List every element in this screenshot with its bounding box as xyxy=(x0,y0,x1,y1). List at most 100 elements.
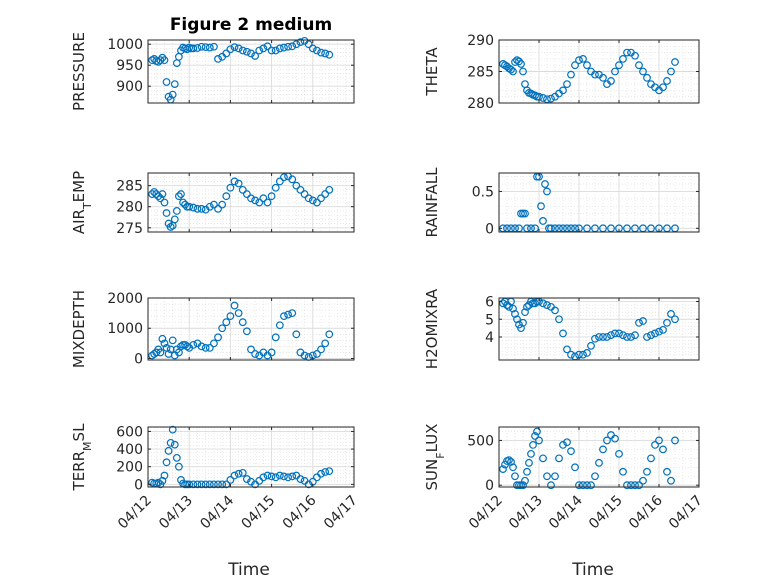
plot-area xyxy=(148,298,354,360)
data-point xyxy=(162,458,171,467)
data-point xyxy=(631,331,639,340)
data-point xyxy=(667,476,675,485)
data-point xyxy=(263,471,272,480)
data-point xyxy=(595,458,603,467)
y-tick-label: 500 xyxy=(467,433,494,449)
data-point xyxy=(313,350,321,358)
data-point xyxy=(172,453,181,462)
data-point xyxy=(619,467,627,476)
data-point xyxy=(595,333,603,341)
data-point xyxy=(218,200,227,209)
data-point xyxy=(321,190,330,198)
plot-area xyxy=(499,173,699,232)
data-point xyxy=(201,344,210,352)
data-point xyxy=(507,65,515,74)
data-point xyxy=(226,45,235,54)
data-point xyxy=(166,438,175,447)
data-point xyxy=(325,185,334,194)
data-point xyxy=(551,472,559,481)
data-point xyxy=(296,38,305,46)
x-tick-label: 04/15 xyxy=(586,493,626,533)
data-point xyxy=(591,70,599,79)
data-point xyxy=(647,454,655,463)
subplot-8: 04/12 04/13 04/14 04/15 04/16 04/17 0 500 SUNFLU… xyxy=(423,424,706,580)
data-point xyxy=(280,472,288,481)
y-tick-label: 4 xyxy=(485,330,494,346)
data-point xyxy=(150,188,159,196)
data-point xyxy=(214,480,222,489)
data-point xyxy=(296,475,305,483)
data-point xyxy=(547,481,555,490)
data-point xyxy=(308,44,317,53)
data-point xyxy=(639,67,647,76)
data-point xyxy=(583,61,591,70)
data-point xyxy=(304,40,313,49)
data-point xyxy=(210,200,218,209)
data-point xyxy=(647,331,655,340)
data-point xyxy=(292,330,301,339)
data-point xyxy=(533,427,541,436)
y-axis-label: MIXDEPTH xyxy=(70,290,88,368)
data-point xyxy=(170,80,179,88)
data-point xyxy=(521,308,529,317)
y-tick-label: 280 xyxy=(467,96,494,112)
data-point xyxy=(275,321,284,330)
subplot-5: 0 1000 2000 MIXDEPTH xyxy=(70,290,355,368)
data-point xyxy=(230,471,239,480)
data-point xyxy=(543,187,551,196)
x-tick-label: 04/14 xyxy=(546,492,586,532)
x-axis-label: Time xyxy=(227,560,270,580)
data-point xyxy=(284,42,292,51)
data-point xyxy=(499,465,507,473)
data-point xyxy=(543,472,551,481)
data-point xyxy=(251,196,260,205)
data-point xyxy=(511,310,519,318)
data-point xyxy=(615,61,623,70)
data-point xyxy=(181,200,189,209)
y-tick-label: 285 xyxy=(116,179,143,195)
x-tick-label: 04/12 xyxy=(466,493,506,533)
data-point xyxy=(238,185,247,194)
data-point xyxy=(517,60,525,68)
data-point xyxy=(296,185,305,194)
data-point xyxy=(238,468,247,477)
data-point xyxy=(523,467,531,476)
y-axis-label: SUNFLUX xyxy=(423,424,447,491)
data-point xyxy=(304,194,313,203)
data-point xyxy=(271,46,280,55)
data-point xyxy=(275,471,284,480)
data-point xyxy=(267,472,276,481)
data-point xyxy=(168,336,177,345)
y-tick-label: 900 xyxy=(116,79,143,95)
data-point xyxy=(539,299,547,308)
x-tick-label: 04/15 xyxy=(239,493,279,533)
data-point xyxy=(205,202,214,211)
subplot-4: 0 0.5 RAINFALL xyxy=(423,167,700,237)
data-point xyxy=(659,83,667,92)
data-point xyxy=(547,94,555,103)
data-point xyxy=(509,67,517,76)
data-point xyxy=(531,432,539,440)
y-tick-label: 0 xyxy=(485,221,494,237)
data-point xyxy=(521,209,529,218)
data-point xyxy=(222,49,231,58)
x-tick-label: 04/12 xyxy=(115,493,155,533)
y-tick-label: 5 xyxy=(485,312,494,328)
data-point xyxy=(667,67,675,76)
data-point xyxy=(242,327,251,336)
data-point xyxy=(505,302,513,311)
data-point xyxy=(615,449,623,458)
y-tick-label: 1000 xyxy=(107,37,143,53)
y-tick-label: 600 xyxy=(116,424,143,440)
subplot-2: 280 285 290 THETA xyxy=(423,33,700,112)
data-point xyxy=(635,318,643,327)
data-point xyxy=(611,329,619,338)
axes-box xyxy=(147,172,355,233)
data-point xyxy=(575,56,583,65)
data-point xyxy=(201,43,210,52)
data-point xyxy=(563,345,571,354)
data-point xyxy=(321,49,330,58)
axes-box xyxy=(498,297,700,361)
